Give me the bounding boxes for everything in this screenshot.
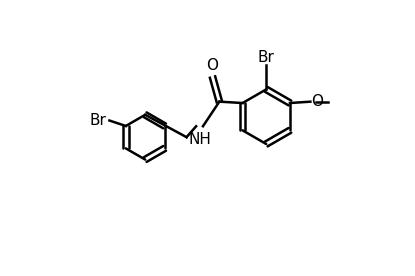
Text: Br: Br [90,113,107,128]
Text: O: O [311,94,323,109]
Text: O: O [207,58,219,73]
Text: NH: NH [189,132,212,147]
Text: Br: Br [258,50,275,65]
